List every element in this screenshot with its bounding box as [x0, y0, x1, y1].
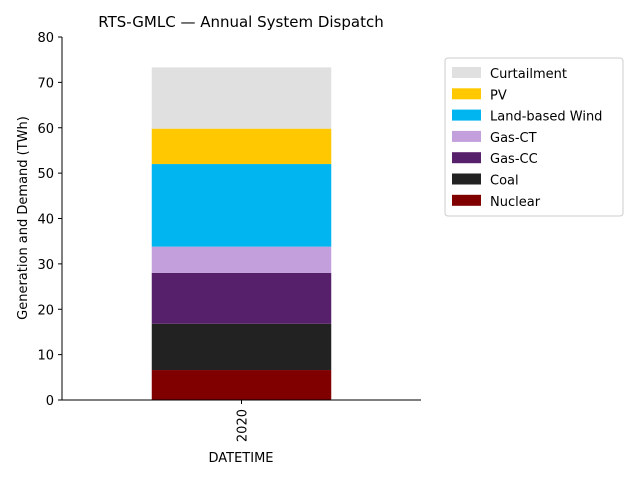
legend-swatch-pv: [452, 88, 481, 100]
legend-swatch-curtailment: [452, 67, 481, 78]
x-axis-ticks: 2020: [236, 400, 251, 442]
legend-label-pv: PV: [490, 88, 507, 103]
y-tick-label: 60: [37, 122, 54, 137]
legend-swatch-land-based-wind: [452, 109, 481, 121]
bar-segment-coal: [151, 323, 332, 371]
bar-stack: [151, 67, 332, 400]
bar-segment-land-based-wind: [151, 164, 332, 247]
y-tick-label: 20: [37, 303, 54, 318]
legend: Curtailment PV Land-based Wind Gas-CT Gas-CC…: [444, 57, 624, 217]
legend-label-curtailment: Curtailment: [490, 67, 567, 82]
y-tick-label: 10: [37, 349, 54, 364]
x-axis-label: DATETIME: [208, 451, 273, 466]
legend-swatch-coal: [452, 173, 481, 185]
y-tick-label: 0: [46, 394, 54, 409]
legend-label-land-based-wind: Land-based Wind: [490, 110, 602, 125]
legend-swatch-gas-ct: [452, 130, 481, 142]
legend-label-nuclear: Nuclear: [490, 195, 541, 210]
legend-swatch-nuclear: [452, 194, 481, 206]
legend-label-coal: Coal: [490, 174, 519, 189]
y-tick-label: 80: [37, 31, 54, 46]
bar-segment-gas-ct: [151, 246, 332, 273]
y-axis-label: Generation and Demand (TWh): [16, 116, 31, 320]
y-axis-ticks: 0 10 20 30 40 50 60 70 80: [37, 31, 62, 409]
legend-label-gas-cc: Gas-CC: [490, 152, 538, 167]
bar-segment-gas-cc: [151, 272, 332, 324]
y-tick-label: 30: [37, 258, 54, 273]
bar-segment-nuclear: [151, 370, 332, 400]
y-tick-label: 70: [37, 76, 54, 91]
chart-title: RTS-GMLC — Annual System Dispatch: [98, 13, 383, 31]
legend-frame: [444, 57, 624, 217]
legend-swatch-gas-cc: [452, 152, 481, 164]
y-tick-label: 50: [37, 167, 54, 182]
bar-segment-pv: [151, 128, 332, 165]
bar-segment-curtailment: [151, 67, 332, 129]
y-tick-label: 40: [37, 213, 54, 228]
legend-label-gas-ct: Gas-CT: [490, 131, 537, 146]
x-tick-label: 2020: [236, 409, 251, 442]
